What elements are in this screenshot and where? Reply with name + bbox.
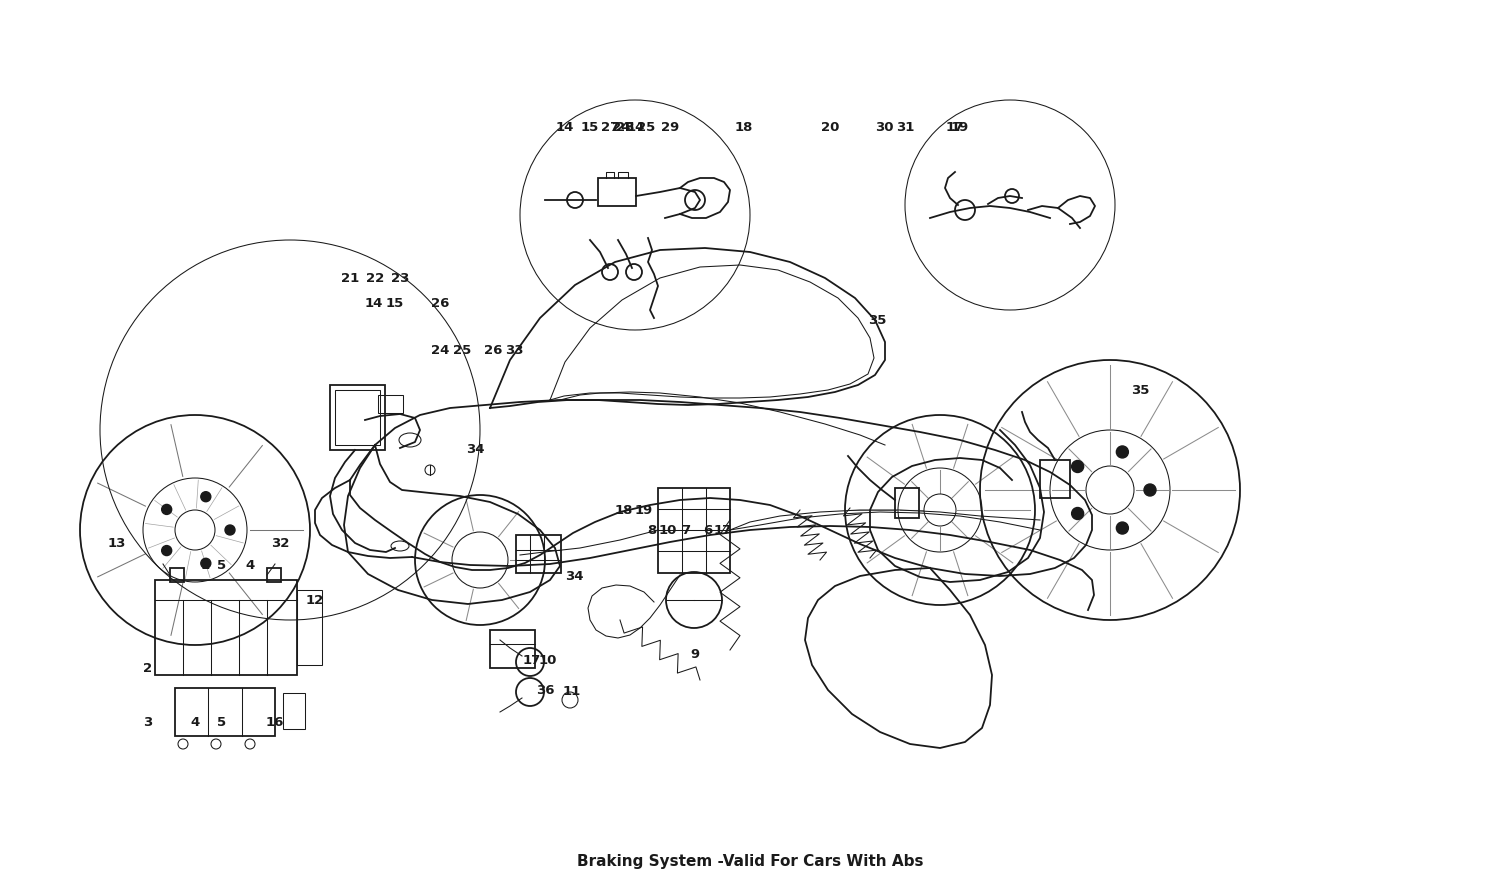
- Circle shape: [1071, 508, 1083, 519]
- Text: 4: 4: [246, 559, 255, 571]
- Text: 17: 17: [946, 120, 964, 134]
- Text: 18: 18: [615, 503, 633, 517]
- Text: 1: 1: [201, 559, 210, 571]
- Circle shape: [162, 545, 171, 556]
- Circle shape: [225, 525, 236, 535]
- Text: 16: 16: [266, 715, 284, 729]
- Circle shape: [1144, 484, 1156, 496]
- Circle shape: [1071, 461, 1083, 472]
- Text: 15: 15: [580, 120, 598, 134]
- Text: 12: 12: [306, 593, 324, 607]
- Text: 33: 33: [504, 344, 524, 356]
- Text: 3: 3: [144, 715, 153, 729]
- Circle shape: [1116, 522, 1128, 534]
- Text: 26: 26: [484, 344, 502, 356]
- Text: 10: 10: [658, 524, 676, 536]
- Text: 14: 14: [556, 120, 574, 134]
- Text: 9: 9: [690, 648, 699, 660]
- Text: 27: 27: [602, 120, 619, 134]
- Text: 5: 5: [217, 559, 226, 571]
- Text: Braking System -Valid For Cars With Abs: Braking System -Valid For Cars With Abs: [576, 854, 922, 869]
- Text: 29: 29: [662, 120, 680, 134]
- Text: 24: 24: [612, 120, 630, 134]
- Text: 19: 19: [634, 503, 652, 517]
- Text: 10: 10: [538, 653, 556, 666]
- Text: 19: 19: [951, 120, 969, 134]
- Text: 2: 2: [144, 661, 153, 674]
- Text: 14: 14: [364, 297, 382, 309]
- Text: 36: 36: [536, 683, 554, 697]
- Circle shape: [201, 559, 211, 568]
- Text: 25: 25: [638, 120, 656, 134]
- Text: 15: 15: [386, 297, 404, 309]
- Text: 7: 7: [681, 524, 690, 536]
- Text: 28: 28: [616, 120, 634, 134]
- Text: 8: 8: [648, 524, 657, 536]
- Text: 18: 18: [735, 120, 753, 134]
- Text: 24: 24: [430, 344, 448, 356]
- Text: 26: 26: [430, 297, 448, 309]
- Text: 35: 35: [868, 314, 886, 326]
- Text: 32: 32: [272, 536, 290, 550]
- Text: 34: 34: [465, 443, 484, 455]
- Circle shape: [201, 492, 211, 502]
- Text: 30: 30: [874, 120, 892, 134]
- Circle shape: [162, 504, 171, 514]
- Text: 23: 23: [392, 272, 410, 284]
- Text: 4: 4: [190, 715, 200, 729]
- Text: 21: 21: [340, 272, 358, 284]
- Text: 13: 13: [108, 536, 126, 550]
- Text: 35: 35: [1131, 383, 1149, 396]
- Text: 34: 34: [564, 569, 584, 583]
- Text: 11: 11: [562, 684, 580, 698]
- Circle shape: [1116, 446, 1128, 458]
- Text: 22: 22: [366, 272, 384, 284]
- Text: 14: 14: [627, 120, 645, 134]
- Text: 17: 17: [714, 524, 732, 536]
- Text: 20: 20: [821, 120, 839, 134]
- Text: 5: 5: [217, 715, 226, 729]
- Text: 31: 31: [896, 120, 914, 134]
- Text: 25: 25: [453, 344, 471, 356]
- Text: 6: 6: [704, 524, 712, 536]
- Text: 17: 17: [524, 653, 542, 666]
